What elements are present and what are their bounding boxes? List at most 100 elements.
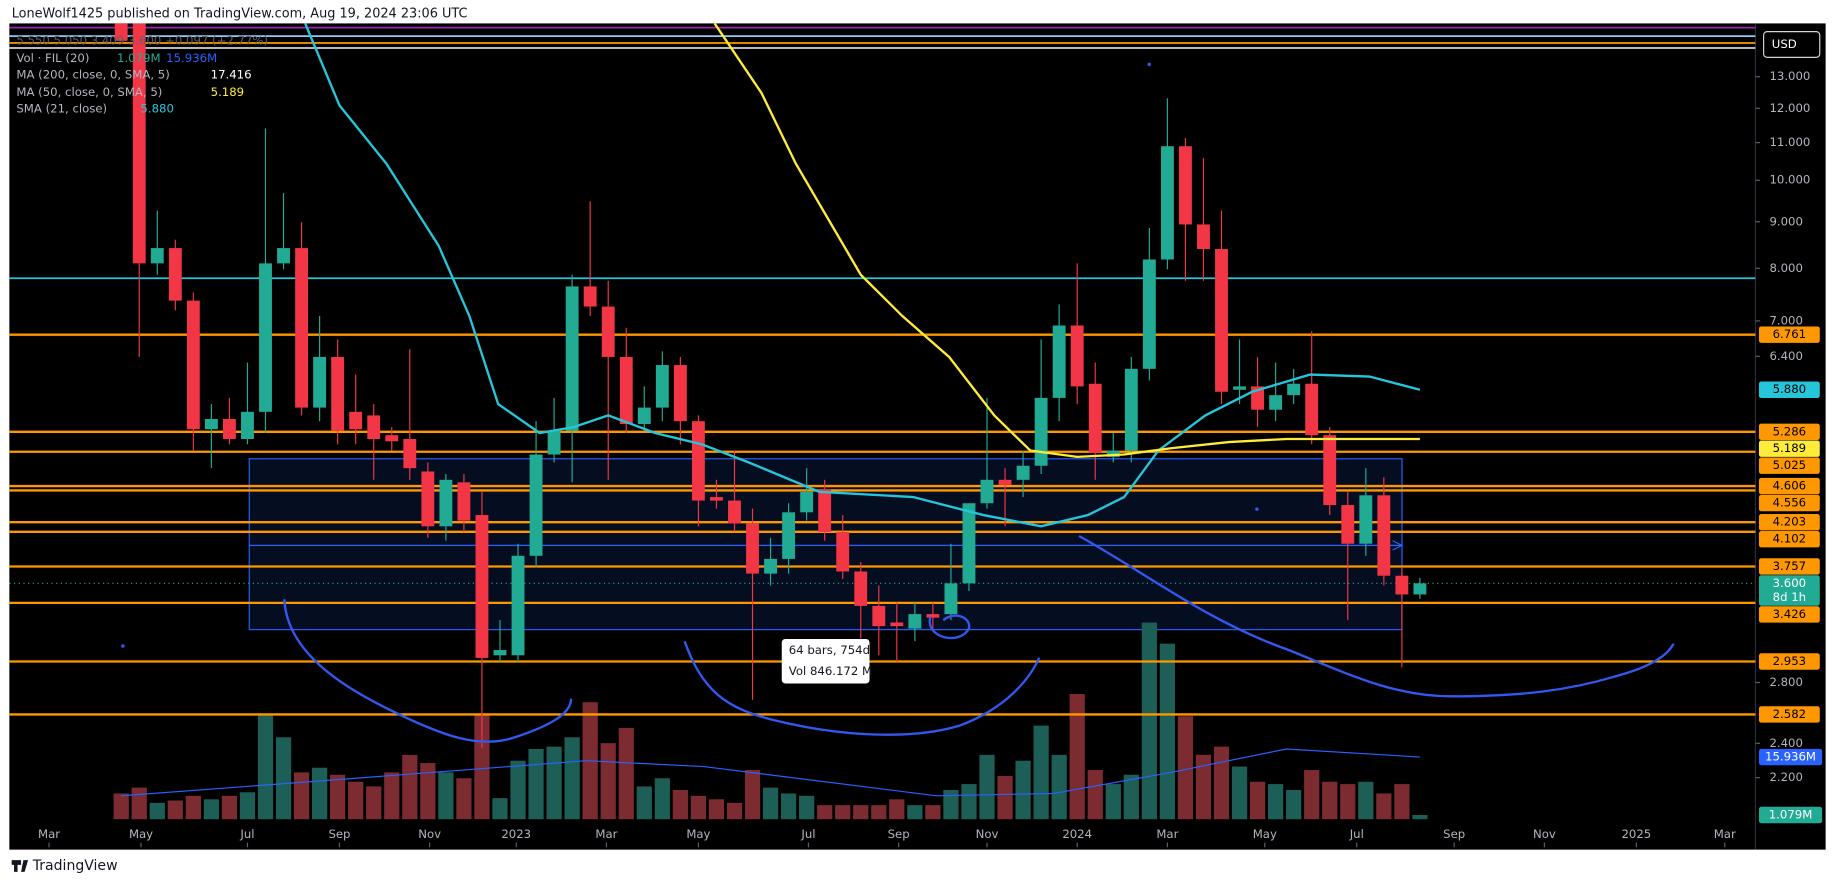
candle-body bbox=[132, 23, 146, 264]
legend-value: 5.189 bbox=[211, 85, 244, 99]
x-tick-label: Nov bbox=[418, 827, 441, 841]
volume-bar bbox=[438, 772, 454, 820]
candle-body bbox=[204, 418, 218, 430]
candle-body bbox=[818, 489, 832, 533]
candle-body bbox=[511, 555, 525, 656]
candle-body bbox=[186, 300, 200, 430]
volume-bar bbox=[1249, 781, 1266, 820]
candle-body bbox=[800, 491, 814, 513]
volume-bar bbox=[1177, 716, 1194, 820]
volume-bar bbox=[330, 774, 346, 820]
volume-label-bg bbox=[1758, 748, 1823, 766]
x-tick-label: May bbox=[1253, 827, 1277, 841]
candle-body bbox=[1197, 224, 1210, 250]
volume-bar bbox=[420, 763, 436, 820]
volume-bar bbox=[1231, 766, 1248, 820]
candle-body bbox=[457, 482, 471, 521]
price-label-bg bbox=[1758, 531, 1820, 548]
candle-body bbox=[764, 558, 777, 574]
volume-bar bbox=[312, 767, 328, 820]
candle-body bbox=[710, 497, 723, 501]
candle-body bbox=[998, 479, 1012, 485]
candle-body bbox=[114, 23, 128, 41]
volume-bar bbox=[1213, 746, 1230, 820]
price-label: 4.556 bbox=[1773, 496, 1806, 510]
candle-body bbox=[331, 356, 345, 431]
volume-bar bbox=[600, 743, 616, 820]
legend: 5.550 5.050 3.409 3.600 +0.097 (+2.77%) … bbox=[16, 33, 268, 115]
price-label: 3.757 bbox=[1773, 559, 1806, 573]
candle-body bbox=[1088, 383, 1102, 453]
candle-body bbox=[529, 454, 543, 556]
y-tick-label: 11.000 bbox=[1769, 135, 1810, 149]
price-label: 5.025 bbox=[1773, 458, 1806, 472]
candle-body bbox=[1016, 465, 1030, 480]
candle-body bbox=[349, 411, 363, 430]
price-label: 5.189 bbox=[1773, 441, 1806, 455]
candle-body bbox=[926, 614, 940, 618]
currency-button[interactable] bbox=[1763, 31, 1821, 58]
legend-name: MA (50, close, 0, SMA, 5) bbox=[16, 85, 162, 99]
price-label: 5.880 bbox=[1773, 382, 1806, 396]
price-label-bg bbox=[1758, 457, 1820, 474]
candle-body bbox=[601, 306, 615, 357]
volume-ma-line bbox=[121, 748, 1420, 797]
candle-body bbox=[1413, 583, 1427, 595]
ma-line bbox=[304, 23, 1421, 528]
dot bbox=[1147, 62, 1151, 67]
volume-bar bbox=[348, 781, 364, 820]
legend-value: 17.416 bbox=[211, 67, 252, 81]
volume-bar bbox=[1412, 814, 1428, 820]
price-label: 2.953 bbox=[1773, 654, 1806, 668]
tooltip: 64 bars, 754d Vol 846.172 M bbox=[781, 638, 872, 684]
x-tick-label: Sep bbox=[888, 827, 910, 841]
brand-logo bbox=[11, 860, 29, 872]
volume-bar bbox=[167, 800, 183, 820]
volume-bar bbox=[131, 787, 147, 820]
candle-body bbox=[1142, 259, 1156, 369]
volume-bar bbox=[690, 795, 707, 820]
candle-body bbox=[1124, 368, 1138, 451]
volume-bar bbox=[1051, 754, 1067, 820]
volume-bar bbox=[293, 772, 310, 820]
candle-body bbox=[1034, 397, 1048, 466]
currency: USD bbox=[1772, 37, 1797, 51]
x-tick-label: Jul bbox=[1349, 827, 1364, 841]
candle-body bbox=[1359, 495, 1373, 544]
candle-body bbox=[1341, 505, 1355, 544]
legend-value: 5.880 bbox=[140, 101, 173, 115]
x-tick-label: Nov bbox=[976, 827, 999, 841]
volume-bar bbox=[546, 746, 562, 820]
volume-bar bbox=[1069, 693, 1085, 820]
candle-body bbox=[1377, 495, 1391, 576]
price-label: 3.426 bbox=[1773, 607, 1806, 621]
volume-bar bbox=[510, 760, 526, 820]
volume-bar bbox=[1123, 774, 1139, 820]
volume-bar bbox=[239, 792, 256, 820]
volume-bar bbox=[853, 805, 869, 820]
brand: TradingView bbox=[32, 858, 118, 874]
volume-bar bbox=[762, 787, 779, 820]
candle-body bbox=[1070, 325, 1084, 387]
volume-bar bbox=[185, 795, 201, 820]
candle-body bbox=[1106, 450, 1120, 457]
volume-bar bbox=[257, 713, 274, 820]
volume-bar bbox=[1304, 770, 1320, 820]
candle-body bbox=[944, 583, 958, 615]
candle-body bbox=[547, 430, 561, 455]
volume-bar bbox=[1195, 754, 1212, 820]
x-tick-label: Jul bbox=[800, 827, 815, 841]
volume-bar bbox=[275, 737, 292, 820]
candle-body bbox=[1269, 395, 1283, 410]
candle-body bbox=[728, 500, 741, 524]
price-label-bg bbox=[1758, 706, 1820, 723]
y-tick-label: 2.800 bbox=[1769, 675, 1802, 689]
y-tick-label: 12.000 bbox=[1769, 101, 1810, 115]
candle-body bbox=[836, 532, 850, 572]
candle-body bbox=[854, 571, 868, 606]
y-tick-label: 8.000 bbox=[1769, 261, 1802, 275]
volume-bar bbox=[780, 793, 797, 820]
candle-body bbox=[150, 248, 164, 264]
candle-body bbox=[222, 418, 236, 440]
legend-value: 1.079M bbox=[117, 51, 161, 65]
